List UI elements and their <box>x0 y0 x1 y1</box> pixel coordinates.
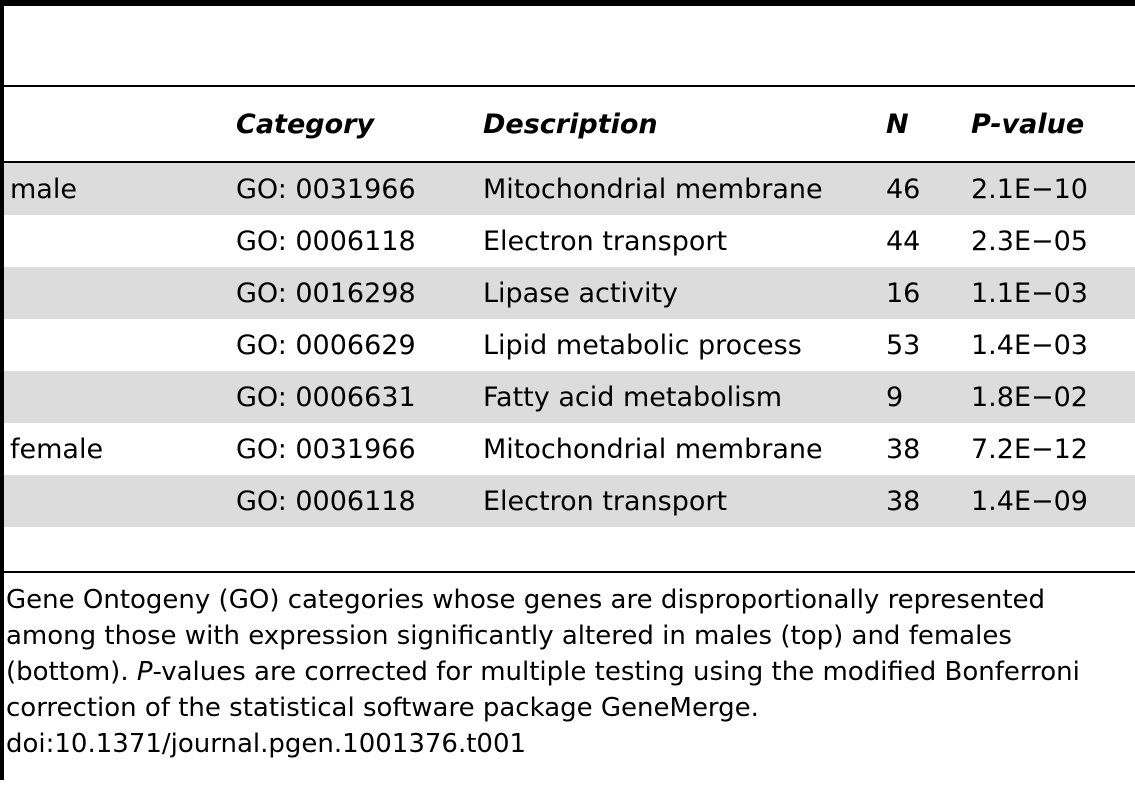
cell-n: 9 <box>880 371 965 423</box>
cell-category: GO: 0031966 <box>230 162 477 215</box>
cell-group <box>4 319 230 371</box>
table-row: male GO: 0031966 Mitochondrial membrane … <box>4 162 1135 215</box>
cell-category: GO: 0016298 <box>230 267 477 319</box>
cell-category: GO: 0006118 <box>230 475 477 527</box>
table-row: female GO: 0031966 Mitochondrial membran… <box>4 423 1135 475</box>
caption-text: Gene Ontogeny (GO) categories whose gene… <box>6 585 1046 687</box>
cell-category: GO: 0006118 <box>236 225 416 257</box>
cell-n: 46 <box>880 162 965 215</box>
header-description: Description <box>477 87 880 163</box>
cell-n: 44 <box>886 225 921 257</box>
cell-group <box>4 371 230 423</box>
cell-description: Electron transport <box>483 225 728 257</box>
cell-p-value: 2.1E−10 <box>965 162 1135 215</box>
cell-p-value: 2.3E−05 <box>971 225 1088 257</box>
caption-text-2: -values are corrected for multiple testi… <box>6 657 1080 723</box>
cell-n: 38 <box>880 475 965 527</box>
top-border-rule <box>0 0 1135 6</box>
table-row: GO: 0006631 Fatty acid metabolism 9 1.8E… <box>4 371 1135 423</box>
cell-category: GO: 0006631 <box>230 371 477 423</box>
cell-description: Mitochondrial membrane <box>477 162 880 215</box>
cell-n: 53 <box>886 329 921 361</box>
header-p-value: P-value <box>965 87 1135 163</box>
cell-group <box>4 475 230 527</box>
go-category-table: Category Description N P-value male GO: … <box>4 87 1135 527</box>
header-n: N <box>880 87 965 163</box>
cell-p-value: 1.4E−03 <box>971 329 1088 361</box>
cell-category: GO: 0006629 <box>236 329 416 361</box>
cell-p-value: 1.8E−02 <box>965 371 1135 423</box>
header-top-rule <box>0 85 1135 87</box>
table-row: GO: 0016298 Lipase activity 16 1.1E−03 <box>4 267 1135 319</box>
cell-n: 16 <box>880 267 965 319</box>
table-row: GO: 0006118 Electron transport 38 1.4E−0… <box>4 475 1135 527</box>
table-row: GO: 0006629 Lipid metabolic process 53 1… <box>4 319 1135 371</box>
cell-description: Electron transport <box>477 475 880 527</box>
cell-group: female <box>10 433 104 465</box>
cell-p-value: 7.2E−12 <box>971 433 1088 465</box>
caption-p-italic: P <box>136 657 153 687</box>
cell-n: 38 <box>886 433 921 465</box>
cell-p-value: 1.1E−03 <box>965 267 1135 319</box>
cell-description: Lipase activity <box>477 267 880 319</box>
left-border-rule <box>0 0 4 780</box>
cell-group: male <box>4 162 230 215</box>
caption-doi: doi:10.1371/journal.pgen.1001376.t001 <box>6 729 527 759</box>
cell-group <box>4 267 230 319</box>
cell-group <box>4 215 230 267</box>
cell-p-value: 1.4E−09 <box>965 475 1135 527</box>
table-bottom-rule <box>0 571 1135 573</box>
table-header-row: Category Description N P-value <box>4 87 1135 163</box>
table-caption: Gene Ontogeny (GO) categories whose gene… <box>6 582 1131 762</box>
cell-description: Mitochondrial membrane <box>483 433 823 465</box>
table-row: GO: 0006118 Electron transport 44 2.3E−0… <box>4 215 1135 267</box>
cell-category: GO: 0031966 <box>236 433 416 465</box>
cell-description: Fatty acid metabolism <box>477 371 880 423</box>
header-category: Category <box>230 87 477 163</box>
cell-description: Lipid metabolic process <box>483 329 802 361</box>
header-group <box>4 87 230 163</box>
